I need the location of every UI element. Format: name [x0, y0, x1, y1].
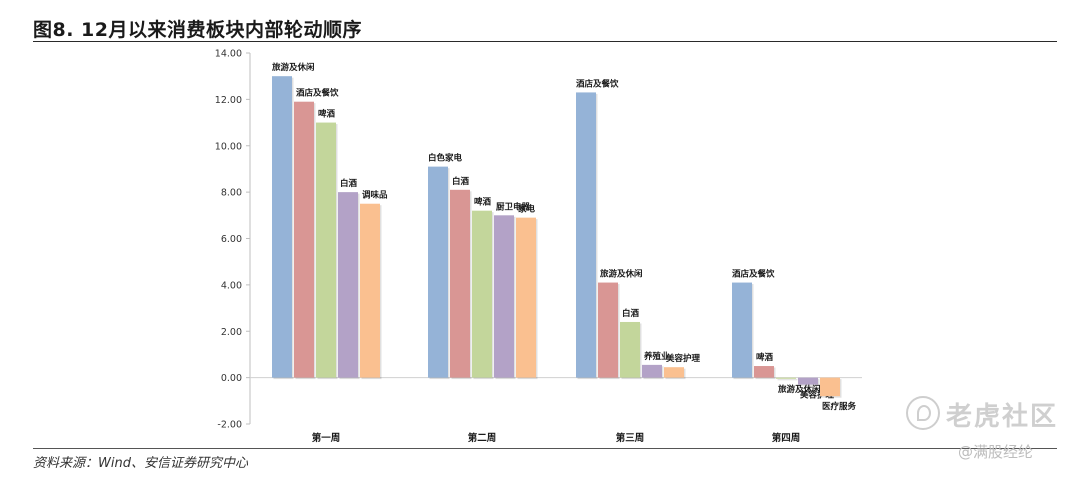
bar-label: 酒店及餐饮 — [732, 269, 775, 280]
bar — [754, 366, 774, 378]
bar-label: 酒店及餐饮 — [296, 88, 339, 99]
title-divider — [33, 41, 1057, 42]
y-tick-label: 8.00 — [221, 188, 242, 199]
y-tick-label: 12.00 — [215, 95, 242, 106]
bar — [620, 321, 640, 378]
bar-label: 白酒 — [452, 176, 470, 187]
y-tick-label: 14.00 — [215, 49, 242, 60]
bar — [494, 215, 514, 378]
bar-label: 厨卫电器 — [496, 201, 531, 212]
bar — [450, 189, 470, 378]
x-category-label: 第一周 — [312, 432, 341, 444]
bar — [664, 367, 684, 378]
watermark-handle: @满股经纶 — [958, 443, 1034, 461]
y-tick-label: 10.00 — [215, 141, 242, 152]
y-tick-label: 0.00 — [221, 373, 242, 384]
bar-label: 啤酒 — [318, 109, 336, 120]
bar — [472, 210, 492, 378]
watermark-logo-icon — [906, 396, 940, 430]
bar — [360, 203, 380, 378]
x-category-label: 第四周 — [772, 432, 801, 444]
bar — [598, 282, 618, 378]
x-category-label: 第三周 — [616, 432, 645, 444]
bar-label: 调味品 — [362, 190, 388, 201]
bar — [272, 76, 292, 378]
bar-shadow — [777, 379, 798, 381]
bar — [316, 122, 336, 378]
bar-label: 旅游及休闲 — [777, 384, 821, 395]
y-tick-label: 4.00 — [221, 280, 242, 291]
bar — [294, 101, 314, 378]
bar-label: 酒店及餐饮 — [576, 78, 619, 89]
bar-label: 旅游及休闲 — [599, 269, 643, 280]
figure-title: 图8. 12月以来消费板块内部轮动顺序 — [33, 19, 362, 41]
x-category-label: 第二周 — [468, 432, 497, 444]
y-tick-label: 6.00 — [221, 234, 242, 245]
bar-label: 医疗服务 — [822, 401, 857, 412]
bar-label: 白酒 — [622, 308, 640, 319]
bar — [642, 364, 662, 378]
bar-label: 白色家电 — [428, 153, 463, 164]
bar-label: 家电 — [518, 204, 536, 215]
bar-label: 旅游及休闲 — [271, 62, 315, 73]
bar-label: 啤酒 — [474, 197, 492, 208]
source-note: 资料来源：Wind、安信证券研究中心 — [33, 456, 248, 471]
bar — [428, 166, 448, 378]
bar-label: 啤酒 — [756, 352, 774, 363]
bar-label: 白酒 — [340, 178, 358, 189]
bar — [820, 377, 840, 397]
bar — [732, 282, 752, 378]
bar — [516, 217, 536, 378]
bar-label: 美容护理 — [666, 353, 701, 364]
watermark-brand: 老虎社区 — [946, 402, 1059, 432]
bar — [776, 377, 796, 379]
y-tick-label: -2.00 — [217, 420, 242, 431]
bar — [798, 377, 818, 385]
y-tick-label: 2.00 — [221, 327, 242, 338]
bar — [338, 192, 358, 378]
bar-label: 美容护理 — [800, 390, 835, 401]
bar — [576, 92, 596, 378]
bar-label: 养殖业 — [643, 351, 670, 362]
source-divider — [33, 448, 1057, 449]
